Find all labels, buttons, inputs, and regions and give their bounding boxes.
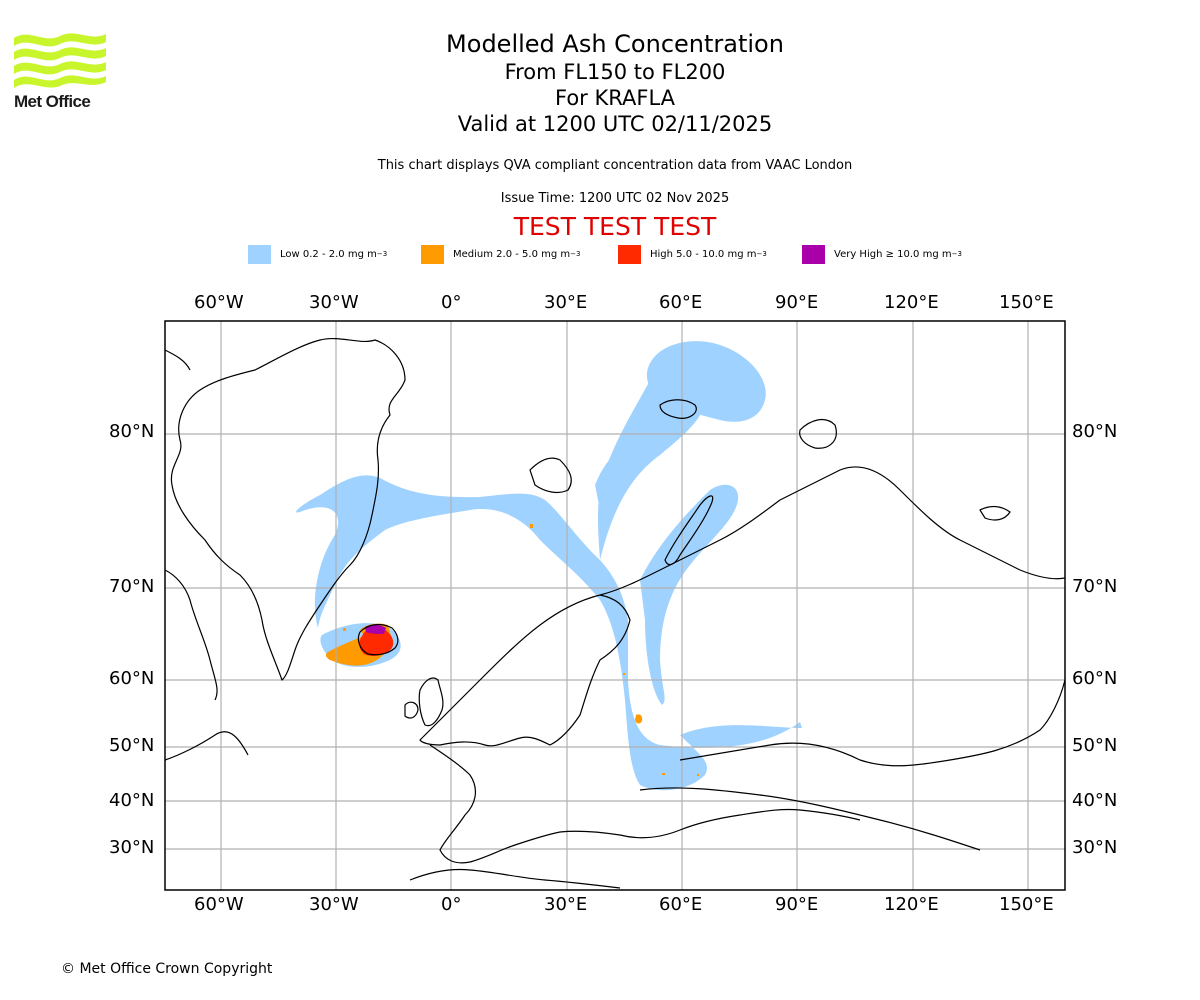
lat-tick-label: 30°N	[1072, 837, 1118, 858]
plume-very-high	[365, 624, 386, 634]
lon-tick-label: 90°E	[775, 292, 819, 313]
lat-tick-label: 40°N	[1072, 790, 1118, 811]
met-office-wordmark: Met Office	[14, 92, 91, 111]
chart-description: This chart displays QVA compliant concen…	[377, 158, 853, 173]
plume-low	[296, 341, 802, 791]
met-office-logo: Met Office	[14, 30, 106, 112]
lon-tick-label: 60°E	[659, 292, 703, 313]
lon-tick-label: 150°E	[999, 292, 1054, 313]
lon-tick-label: 30°W	[309, 292, 359, 313]
legend-item-low: Low 0.2 - 2.0 mg m −3	[248, 244, 387, 264]
lon-tick-label: 120°E	[884, 292, 939, 313]
lon-tick-label: 30°E	[544, 292, 588, 313]
map-frame	[164, 320, 1066, 891]
lat-tick-label: 30°N	[109, 837, 155, 858]
legend-swatch-very-high	[802, 244, 825, 264]
lon-tick-label: 0°	[441, 894, 462, 915]
lon-tick-label: 60°E	[659, 894, 703, 915]
lon-tick-label: 0°	[441, 292, 462, 313]
legend-exponent: −3	[376, 250, 388, 258]
legend-exponent: −3	[756, 250, 767, 258]
lat-tick-label: 80°N	[1072, 421, 1118, 442]
lat-tick-label: 40°N	[109, 790, 155, 811]
lon-tick-label: 150°E	[999, 894, 1054, 915]
test-banner: TEST TEST TEST	[513, 212, 717, 241]
legend-label: High 5.0 - 10.0 mg m	[650, 248, 757, 260]
volcano-name: For KRAFLA	[555, 86, 675, 110]
legend-swatch-low	[248, 244, 271, 264]
lat-tick-label: 80°N	[109, 421, 155, 442]
legend-label: Low 0.2 - 2.0 mg m	[280, 248, 377, 260]
coastlines	[165, 337, 1065, 889]
legend-item-medium: Medium 2.0 - 5.0 mg m −3	[421, 244, 580, 264]
met-office-waves-icon	[14, 33, 106, 88]
copyright: © Met Office Crown Copyright	[61, 961, 273, 977]
valid-time: Valid at 1200 UTC 02/11/2025	[457, 112, 773, 136]
legend-label: Medium 2.0 - 5.0 mg m	[453, 248, 571, 260]
lat-tick-label: 60°N	[1072, 668, 1118, 689]
lat-tick-label: 70°N	[109, 576, 155, 597]
lon-tick-label: 60°W	[194, 292, 244, 313]
chart-title: Modelled Ash Concentration	[446, 30, 784, 58]
lon-tick-label: 60°W	[194, 894, 244, 915]
lat-tick-label: 70°N	[1072, 576, 1118, 597]
legend-item-high: High 5.0 - 10.0 mg m −3	[618, 244, 767, 264]
chart-title-block: Modelled Ash Concentration From FL150 to…	[0, 30, 1200, 137]
legend-label: Very High ≥ 10.0 mg m	[834, 248, 952, 260]
lat-tick-label: 50°N	[109, 735, 155, 756]
lon-tick-label: 30°W	[309, 894, 359, 915]
lon-tick-label: 120°E	[884, 894, 939, 915]
plume-high	[359, 627, 394, 656]
lat-tick-label: 60°N	[109, 668, 155, 689]
legend-exponent: −3	[570, 250, 581, 258]
legend-swatch-high	[618, 244, 641, 264]
lat-tick-label: 50°N	[1072, 735, 1118, 756]
legend-swatch-medium	[421, 244, 444, 264]
lon-tick-label: 90°E	[775, 894, 819, 915]
lon-tick-label: 30°E	[544, 894, 588, 915]
flight-levels: From FL150 to FL200	[504, 60, 726, 84]
graticule	[165, 321, 1065, 890]
issue-time: Issue Time: 1200 UTC 02 Nov 2025	[500, 191, 730, 206]
legend-item-very-high: Very High ≥ 10.0 mg m −3	[802, 244, 962, 264]
legend-exponent: −3	[951, 250, 962, 258]
